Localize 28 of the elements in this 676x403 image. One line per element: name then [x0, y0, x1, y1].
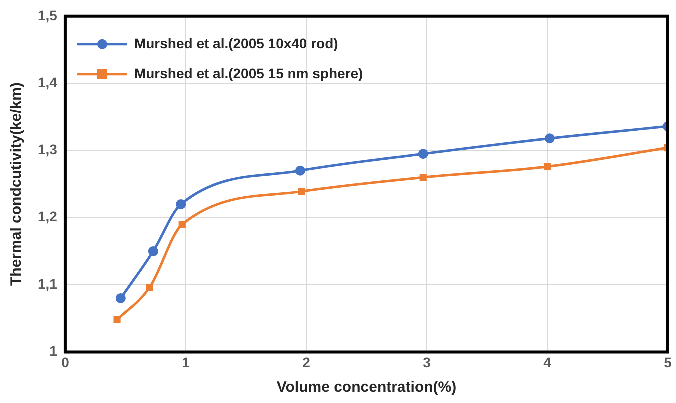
point — [295, 166, 306, 176]
point — [148, 246, 158, 256]
point — [544, 163, 552, 170]
point — [176, 199, 186, 210]
x-tick-label: 2 — [302, 354, 311, 370]
legend-label: Murshed et al.(2005 15 nm sphere) — [134, 65, 364, 82]
point — [116, 293, 126, 304]
x-axis-title: Volume concentration(%) — [276, 379, 457, 396]
point — [418, 149, 428, 160]
x-tick-label: 5 — [664, 354, 672, 370]
y-tick-label: 1,2 — [38, 208, 58, 225]
y-axis-title: Thermal condcutivity(ke/km) — [8, 82, 26, 286]
y-tick-label: 1,3 — [38, 142, 58, 158]
point — [114, 316, 121, 324]
y-tick-label: 1,1 — [38, 276, 58, 292]
x-tick-label: 4 — [544, 354, 552, 370]
point — [146, 284, 154, 292]
y-tick-label: 1 — [50, 343, 58, 360]
y-tick-label: 1,4 — [38, 74, 58, 90]
point — [420, 174, 427, 182]
y-tick-label: 1,5 — [38, 7, 58, 24]
legend-label: Murshed et al.(2005 10x40 rod) — [134, 35, 338, 52]
point — [544, 134, 555, 144]
point — [178, 221, 186, 228]
x-tick-label: 0 — [62, 354, 70, 370]
x-tick-label: 3 — [423, 354, 432, 370]
x-tick-label: 1 — [182, 354, 190, 370]
point — [298, 188, 306, 196]
